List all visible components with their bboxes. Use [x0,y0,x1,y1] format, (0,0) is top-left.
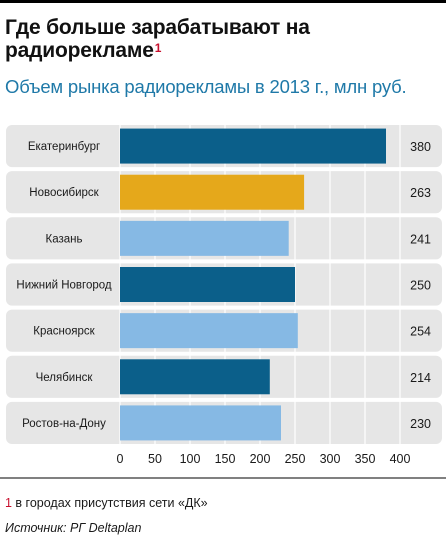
chart-subtitle: Объем рынка радиорекламы в 2013 г., млн … [5,76,407,97]
category-label: Казань [46,233,83,245]
category-label: Новосибирск [29,187,99,199]
footnote: 1 в городах присутствия сети «ДК» [5,496,208,510]
value-label: 380 [410,140,431,154]
category-label: Челябинск [36,372,94,384]
bar-chart: Екатеринбург 380 Новосибирск 263 Казань 241 Ни… [0,123,446,479]
bar [120,313,298,349]
bar [120,267,295,302]
tick-label: 400 [390,452,411,466]
bar [120,359,270,395]
bar [120,220,289,256]
value-label: 241 [410,232,431,246]
category-label: Красноярск [33,326,95,338]
top-rule [0,0,446,3]
value-label: 250 [410,279,431,293]
category-label: Ростов-на-Дону [22,418,106,430]
source-line: Источник: РГ Deltaplan [5,521,142,535]
value-label: 214 [410,371,431,385]
footnote-mark: 1 [5,496,12,510]
title-footnote-mark: 1 [154,41,162,55]
tick-label: 300 [320,452,341,466]
page-title: Где больше зарабатывают на радиорекламе1 [5,16,441,62]
value-label: 230 [410,417,431,431]
bar [120,405,281,441]
tick-label: 200 [250,452,271,466]
category-label: Нижний Новгород [16,280,112,292]
value-label: 263 [410,186,431,200]
tick-label: 150 [215,452,236,466]
title-text: Где больше зарабатывают на радиорекламе [5,16,310,62]
footnote-text: в городах присутствия сети «ДК» [11,496,208,510]
tick-label: 250 [285,452,306,466]
tick-label: 350 [355,452,376,466]
value-label: 254 [410,325,431,339]
bar [120,174,305,210]
category-label: Екатеринбург [28,141,100,153]
tick-label: 0 [117,452,124,466]
tick-label: 50 [148,452,162,466]
bar [120,128,386,164]
tick-label: 100 [180,452,201,466]
